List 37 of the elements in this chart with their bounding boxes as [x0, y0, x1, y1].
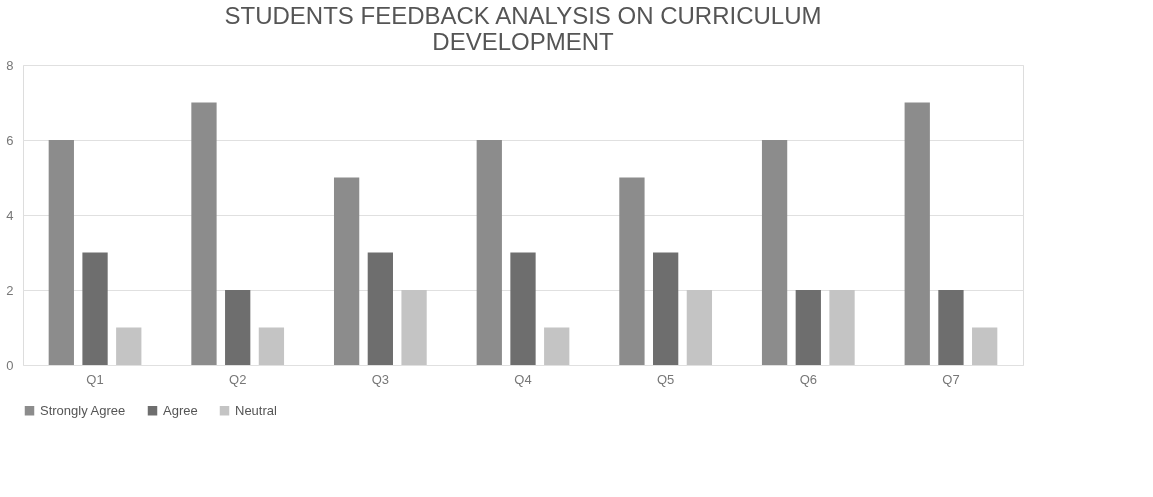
bar	[401, 290, 427, 365]
y-tick-label: 2	[6, 282, 14, 298]
bar	[829, 290, 855, 365]
y-tick-label: 4	[6, 207, 14, 223]
y-tick-label: 0	[6, 357, 14, 373]
x-tick-label: Q3	[371, 371, 390, 387]
bar	[653, 252, 679, 365]
legend-label: Strongly Agree	[40, 402, 126, 418]
legend-label: Agree	[163, 402, 198, 418]
bar	[367, 252, 393, 365]
bar	[225, 290, 251, 365]
bar	[761, 140, 788, 365]
bar	[191, 102, 217, 365]
bar	[904, 102, 930, 365]
x-tick-label: Q5	[656, 371, 675, 387]
bar	[333, 177, 360, 365]
bar	[116, 327, 142, 365]
chart-title: STUDENTS FEEDBACK ANALYSIS ON CURRICULUM DEVELOPMENT	[224, 2, 822, 55]
x-tick-label: Q2	[229, 371, 247, 387]
y-tick-label: 8	[6, 57, 14, 73]
bar	[82, 252, 108, 365]
bar	[972, 327, 998, 365]
y-tick-label: 6	[6, 132, 14, 148]
bar	[938, 290, 964, 365]
bar	[258, 327, 285, 365]
bar	[686, 290, 713, 365]
legend-label: Neutral	[235, 402, 278, 418]
x-tick-label: Q7	[942, 371, 960, 387]
bar	[544, 327, 570, 365]
x-tick-label: Q6	[799, 371, 817, 387]
bar	[476, 140, 502, 365]
x-tick-label: Q1	[86, 371, 104, 387]
bar	[48, 140, 74, 365]
bar	[510, 252, 536, 365]
x-tick-label: Q4	[514, 371, 532, 387]
bar	[795, 290, 821, 365]
bar	[619, 177, 645, 365]
